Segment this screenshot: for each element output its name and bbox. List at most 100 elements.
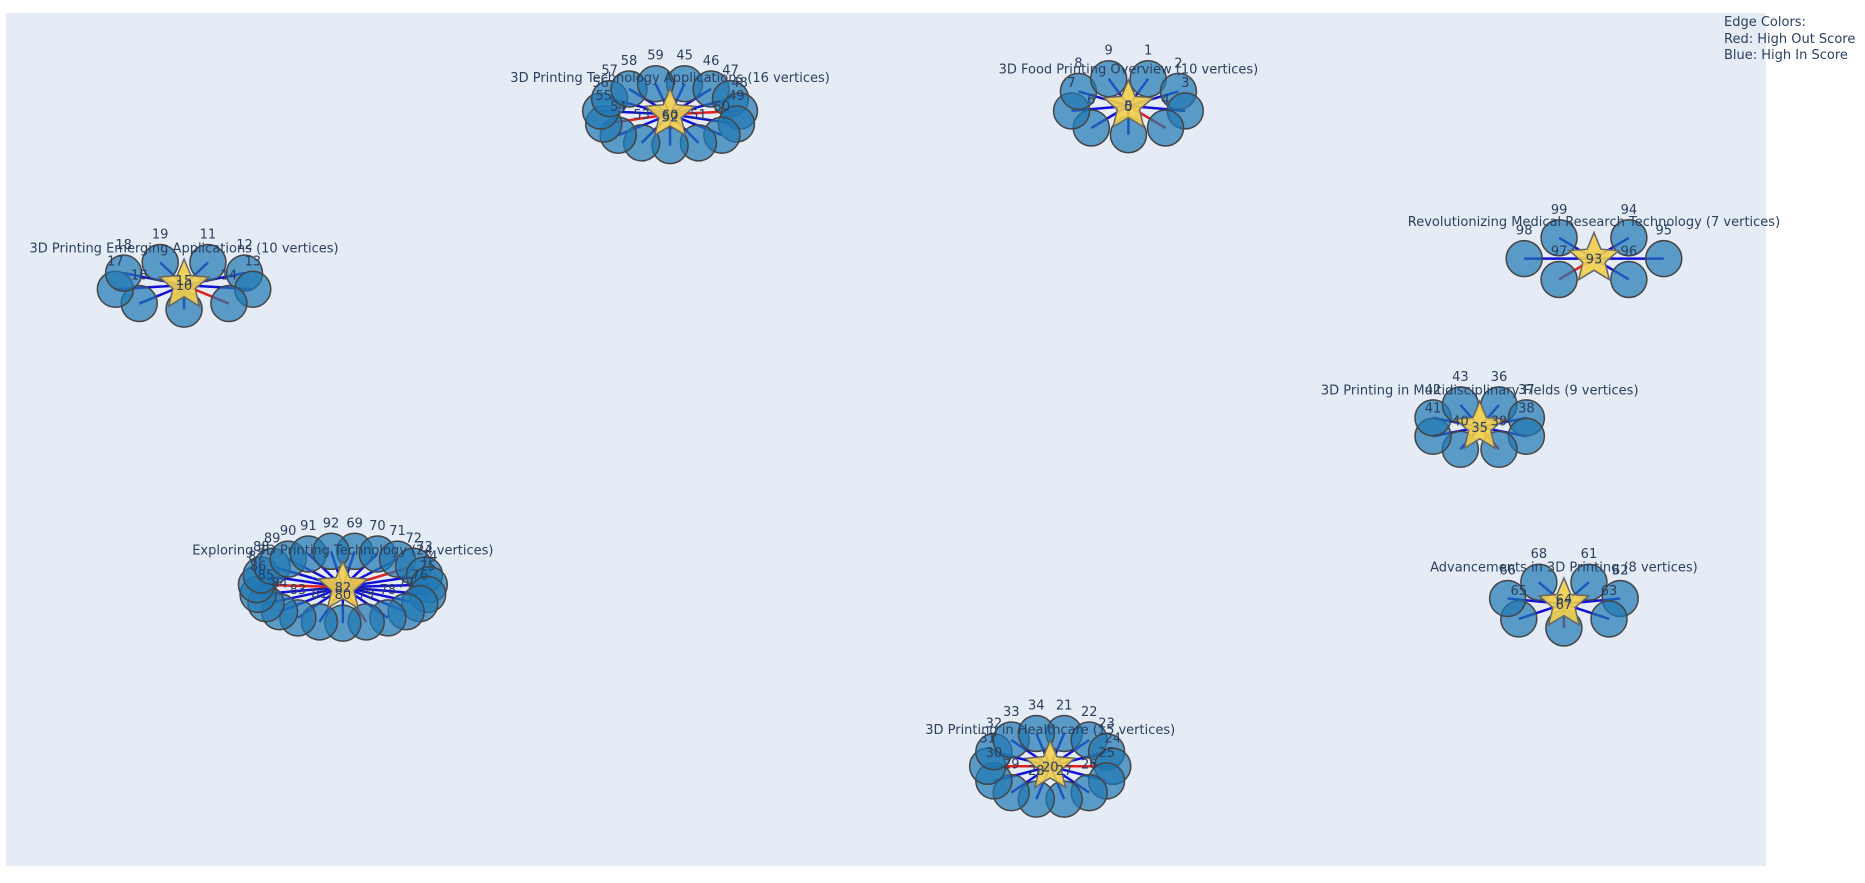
node (1570, 563, 1608, 601)
center-node (157, 257, 211, 308)
node-label: 34 (1028, 698, 1045, 713)
node-label: 91 (300, 519, 317, 534)
center-label: 67 (1556, 598, 1573, 613)
node-label: 56 (592, 76, 609, 91)
node-label: 90 (280, 524, 297, 539)
cluster-title: 3D Printing Emerging Applications (10 ve… (30, 242, 339, 257)
cluster: 94 95 96 97 98 99 93 Revolutionizing Medical Re… (1408, 203, 1780, 299)
center-label: 10 (176, 279, 193, 294)
node (312, 532, 350, 571)
node-label: 6 (1087, 93, 1095, 108)
node-label: 88 (253, 540, 270, 555)
node-label: 47 (722, 64, 739, 79)
cluster: 61 62 63 64 65 66 68 67 Advancements in 3D Print… (1430, 547, 1698, 647)
node-label: 92 (323, 516, 340, 531)
node-label: 33 (1003, 705, 1020, 720)
node-label: 16 (131, 269, 148, 284)
legend-item: Blue: High In Score (1724, 48, 1848, 63)
node-label: 14 (221, 269, 238, 284)
node-label: 64 (1556, 593, 1573, 608)
cluster-title: Revolutionizing Medical Research Technol… (1408, 215, 1780, 230)
node-label: 74 (421, 550, 438, 565)
cluster-title: Advancements in 3D Printing (8 vertices) (1430, 560, 1698, 575)
node-label: 4 (1161, 93, 1169, 108)
node-label: 89 (264, 531, 281, 546)
node-label: 2 (1174, 56, 1182, 71)
center-node (643, 86, 697, 137)
center-label: 35 (1471, 421, 1488, 436)
node-label: 5 (1124, 100, 1132, 115)
node-label: 21 (1056, 698, 1073, 713)
node-label: 36 (1491, 370, 1508, 385)
node-label: 11 (200, 228, 217, 243)
node-label: 81 (311, 587, 328, 602)
node (141, 243, 179, 282)
node (1610, 219, 1648, 257)
node-label: 54 (610, 100, 627, 115)
node-label: 17 (107, 254, 124, 269)
node-label: 48 (731, 76, 748, 91)
node-label: 97 (1551, 244, 1568, 259)
node-label: 99 (1551, 203, 1568, 218)
center-node (1567, 230, 1621, 282)
node (1488, 579, 1527, 618)
node-label: 51 (690, 108, 707, 123)
cluster: 36 37 38 39 40 41 42 43 35 3D Printing in Multidi… (1321, 370, 1639, 469)
node-label: 94 (1621, 203, 1638, 218)
node-label: 61 (1581, 547, 1598, 562)
node-label: 24 (1105, 731, 1122, 746)
node-label: 37 (1518, 383, 1535, 398)
node-label: 27 (1056, 764, 1073, 779)
node-label: 32 (986, 717, 1003, 732)
node-label: 12 (236, 238, 253, 253)
node-label: 73 (416, 540, 433, 555)
legend-item: Red: High Out Score (1724, 32, 1855, 47)
cluster-title: 3D Printing Technology Applications (16 … (510, 71, 830, 86)
node-label: 68 (1531, 547, 1548, 562)
node-label: 19 (152, 228, 169, 243)
node (104, 254, 143, 292)
node-label: 71 (389, 524, 406, 539)
node-label: 69 (346, 516, 363, 531)
center-label: 0 (1124, 100, 1132, 115)
node-label: 30 (986, 746, 1003, 761)
node-label: 98 (1516, 224, 1533, 239)
node-label: 50 (714, 100, 731, 115)
node-label: 87 (248, 550, 265, 565)
node-label: 18 (115, 238, 132, 253)
node-label: 52 (662, 111, 679, 126)
cluster: 1 2 34 5 67 8 9 0 3D Food Printing Overview (10 … (999, 44, 1259, 154)
node-label: 79 (358, 587, 375, 602)
node (1505, 239, 1543, 278)
node-label: 65 (1510, 584, 1527, 599)
node (636, 64, 675, 103)
node-label: 39 (1491, 414, 1508, 429)
cluster-title: 3D Food Printing Overview (10 vertices) (999, 62, 1259, 77)
node (189, 243, 227, 282)
node-label: 25 (1098, 746, 1115, 761)
node-label: 77 (398, 577, 415, 592)
node-label: 26 (1081, 758, 1098, 773)
node-label: 15 (176, 274, 193, 289)
cluster-title: Exploring 3D Printing Technology (24 ver… (192, 544, 493, 559)
node-label: 1 (1144, 44, 1152, 59)
node (1017, 714, 1056, 753)
node-label: 63 (1601, 584, 1618, 599)
node-label: 29 (1003, 758, 1020, 773)
node-label: 53 (633, 108, 650, 123)
node (1540, 219, 1578, 257)
node-label: 22 (1081, 705, 1098, 720)
node-label: 45 (676, 49, 693, 64)
node-label: 78 (380, 583, 397, 598)
node-label: 83 (290, 583, 307, 598)
node-label: 42 (1425, 383, 1442, 398)
node-label: 23 (1098, 717, 1115, 732)
node-label: 28 (1028, 764, 1045, 779)
node-label: 3 (1181, 76, 1189, 91)
node (210, 284, 248, 323)
center-label: 82 (335, 581, 352, 596)
